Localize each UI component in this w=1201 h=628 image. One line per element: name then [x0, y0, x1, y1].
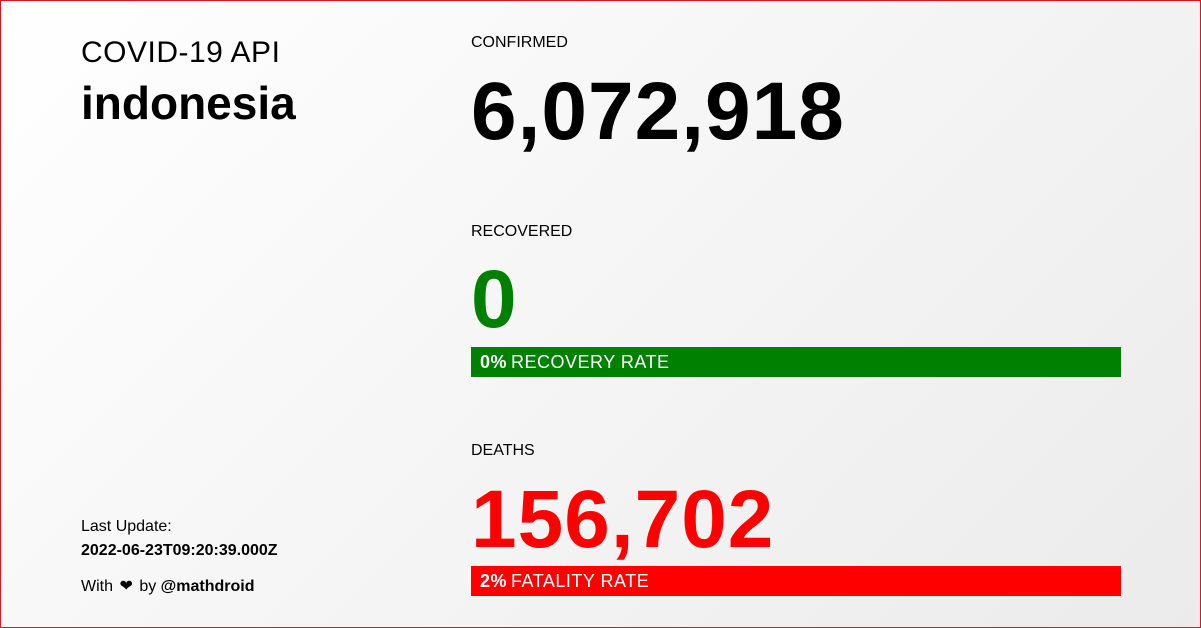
- heart-icon: ❤: [119, 578, 133, 595]
- recovery-rate-label: RECOVERY RATE: [511, 352, 670, 372]
- deaths-value: 156,702: [471, 474, 775, 565]
- fatality-rate-bar: 2% FATALITY RATE: [471, 566, 1121, 596]
- app-title: COVID-19 API: [81, 36, 281, 69]
- recovered-label: RECOVERED: [471, 223, 573, 240]
- confirmed-value: 6,072,918: [471, 66, 845, 157]
- last-update-value: 2022-06-23T09:20:39.000Z: [81, 542, 278, 559]
- last-update-label: Last Update:: [81, 518, 172, 535]
- recovery-rate-text: 0% RECOVERY RATE: [480, 347, 670, 377]
- deaths-label: DEATHS: [471, 442, 535, 459]
- summary-panel: COVID-19 API indonesia Last Update: 2022…: [81, 1, 441, 627]
- stats-panel: CONFIRMED 6,072,918 RECOVERED 0 0% RECOVE…: [471, 1, 1121, 627]
- fatality-rate-fill: [471, 566, 1121, 596]
- recovery-rate-bar: 0% RECOVERY RATE: [471, 347, 1121, 377]
- confirmed-label: CONFIRMED: [471, 34, 568, 51]
- fatality-rate-percent: 2%: [480, 571, 508, 591]
- fatality-rate-label: FATALITY RATE: [511, 571, 650, 591]
- country-name: indonesia: [81, 77, 296, 129]
- recovered-value: 0: [471, 254, 517, 345]
- fatality-rate-text: 2% FATALITY RATE: [480, 566, 649, 596]
- recovery-rate-fill: [471, 347, 1121, 377]
- credit-author-link[interactable]: @mathdroid: [160, 578, 255, 595]
- recovery-rate-percent: 0%: [480, 352, 508, 372]
- credit-prefix: With: [81, 578, 113, 595]
- credit-line: With ❤ by @mathdroid: [81, 577, 255, 597]
- credit-by: by: [139, 578, 157, 595]
